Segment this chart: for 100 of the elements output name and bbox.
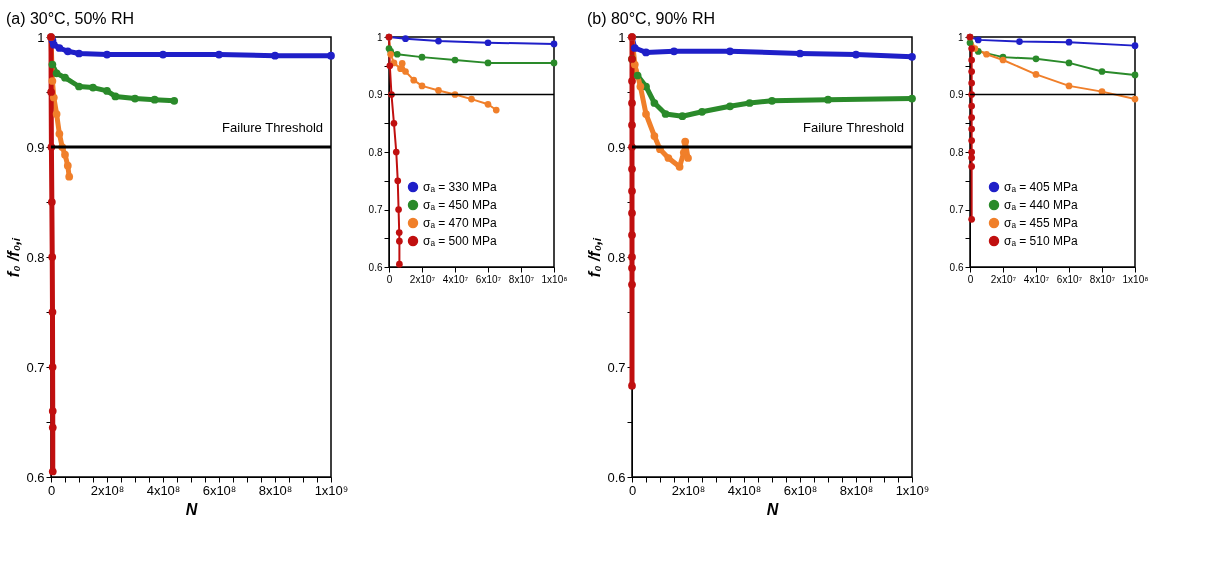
point <box>402 68 409 75</box>
x-tick-label: 8x10⁷ <box>508 273 535 285</box>
legend-label: σₐ = 455 MPa <box>1004 216 1078 230</box>
x-tick-label: 6x10⁷ <box>1056 273 1083 285</box>
x-tick-label: 1x10⁹ <box>314 482 349 498</box>
chart-title: (b) 80°C, 90% RH <box>586 10 716 27</box>
point <box>1098 88 1106 95</box>
point <box>968 148 975 156</box>
point <box>642 48 650 57</box>
point <box>1032 55 1040 63</box>
point <box>89 83 97 92</box>
legend-label: σₐ = 405 MPa <box>1004 180 1078 194</box>
point <box>968 215 975 223</box>
point <box>628 187 636 195</box>
point <box>650 99 659 107</box>
point <box>630 44 639 52</box>
point <box>968 45 975 52</box>
point <box>402 35 409 43</box>
point <box>968 56 975 64</box>
point <box>628 99 636 107</box>
point <box>435 87 442 94</box>
point <box>159 50 167 59</box>
point <box>628 121 636 129</box>
ref-line-label: Failure Threshold <box>222 120 323 135</box>
y-tick-label: 0.6 <box>368 261 383 273</box>
point <box>628 264 636 272</box>
point <box>768 96 776 105</box>
legend-label: σₐ = 330 MPa <box>423 180 497 194</box>
point <box>55 129 64 138</box>
point <box>63 47 72 56</box>
y-tick-label: 1 <box>376 31 383 43</box>
point <box>1065 59 1073 67</box>
point <box>492 106 500 114</box>
point <box>215 50 223 59</box>
x-tick-label: 4x10⁸ <box>727 482 762 498</box>
point <box>396 260 403 268</box>
legend-label: σₐ = 450 MPa <box>423 198 497 212</box>
point <box>968 114 975 121</box>
x-tick-label: 0 <box>967 273 974 285</box>
point <box>968 79 975 87</box>
point <box>418 53 426 61</box>
point <box>48 253 57 261</box>
legend-label: σₐ = 500 MPa <box>423 234 497 248</box>
point <box>386 62 394 70</box>
point <box>393 50 401 58</box>
x-tick-label: 1x10⁸ <box>541 273 568 285</box>
x-tick-label: 8x10⁷ <box>1089 273 1116 285</box>
point <box>435 37 442 45</box>
x-axis-title: N <box>185 500 198 518</box>
point <box>968 137 975 144</box>
point <box>484 100 492 108</box>
x-tick-label: 0 <box>386 273 393 285</box>
point <box>1098 68 1106 75</box>
point <box>698 107 706 116</box>
point <box>678 112 687 121</box>
y-axis-title: f₀ /f₀,ᵢ <box>5 237 23 278</box>
x-tick-label: 8x10⁸ <box>839 482 874 498</box>
point <box>170 96 179 105</box>
point <box>1131 71 1139 79</box>
ref-line-label: Failure Threshold <box>803 120 904 135</box>
point <box>111 92 120 101</box>
point <box>52 69 61 78</box>
point <box>1131 42 1139 49</box>
y-tick-label: 0.7 <box>368 204 383 215</box>
point <box>968 68 975 75</box>
y-tick-label: 1 <box>618 29 626 45</box>
y-tick-label: 0.6 <box>607 469 626 485</box>
point <box>628 209 636 217</box>
point <box>418 82 426 90</box>
point <box>103 87 111 95</box>
y-tick-label: 1 <box>957 31 964 43</box>
point <box>48 77 57 85</box>
point <box>726 47 734 56</box>
point <box>396 237 403 245</box>
point <box>47 88 56 96</box>
point <box>628 231 636 239</box>
point <box>1065 38 1073 46</box>
point <box>1032 71 1040 78</box>
y-tick-label: 0.8 <box>368 146 383 158</box>
y-tick-label: 0.7 <box>949 204 964 215</box>
point <box>968 125 975 133</box>
y-tick-label: 0.8 <box>607 249 626 265</box>
point <box>410 76 418 84</box>
point <box>628 381 636 390</box>
point <box>468 95 475 103</box>
point <box>550 40 558 48</box>
point <box>824 95 832 104</box>
y-tick-label: 0.9 <box>949 89 964 100</box>
y-tick-label: 1 <box>37 29 45 45</box>
x-tick-label: 4x10⁷ <box>1023 273 1050 285</box>
x-tick-label: 2x10⁸ <box>90 482 125 498</box>
point <box>630 60 639 69</box>
x-tick-label: 4x10⁷ <box>442 273 469 285</box>
point <box>271 51 279 60</box>
point <box>75 82 83 91</box>
point <box>484 59 492 67</box>
y-axis-title: f₀ /f₀,ᵢ <box>586 237 604 278</box>
x-tick-label: 4x10⁸ <box>146 482 181 498</box>
x-tick-label: 2x10⁸ <box>671 482 706 498</box>
y-tick-label: 0.6 <box>949 261 964 273</box>
